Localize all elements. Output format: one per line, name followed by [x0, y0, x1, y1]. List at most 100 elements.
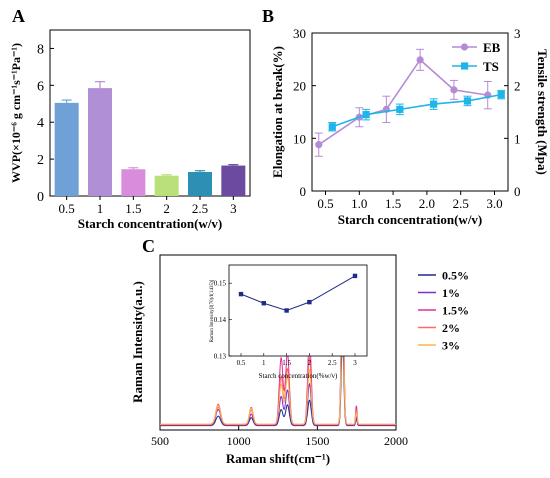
inset-plot	[238, 273, 358, 313]
data-point	[315, 141, 323, 149]
inset-x-tick-label: 2.5	[328, 359, 337, 367]
y-tick-label: 8	[37, 42, 44, 57]
y-tick-label: 20	[293, 79, 306, 94]
legend-label: 3%	[442, 339, 460, 353]
x-tick-label: 1.5	[125, 201, 141, 216]
chart-c-y-label: Raman Intensity(a.u.)	[130, 281, 145, 403]
chart-c-ticks: 500 1000 1500 2000	[151, 426, 408, 448]
chart-a-frame	[49, 29, 251, 197]
inset-x-tick-label: 1.5	[282, 359, 291, 367]
y-tick-label: 6	[37, 79, 44, 94]
inset-x-tick-label: 3	[353, 359, 357, 367]
inset-ticks: 0.5 1 1.5 2 2.5 3 0.13 0.14 0.15	[214, 280, 358, 367]
panel-letter-c: C	[142, 236, 155, 256]
chart-c-series	[160, 265, 396, 427]
x-tick-label: 2.5	[453, 196, 469, 211]
chart-b-ticks: 0.5 1.0 1.5 2.0 2.5 3.0 0 10 20 30 0 1 2 3	[293, 26, 521, 211]
y-tick-label: 30	[293, 26, 306, 41]
x-tick-label: 3.0	[486, 196, 502, 211]
inset-x-tick-label: 1	[262, 359, 266, 367]
inset-x-tick-label: 2	[308, 359, 312, 367]
inset-point	[352, 273, 358, 279]
legend-marker	[461, 62, 469, 70]
data-point	[362, 111, 370, 119]
x-tick-label: 1	[97, 201, 104, 216]
chart-c-inset: 0.5 1 1.5 2 2.5 3 0.13 0.14 0.15 Starch concentr…	[210, 264, 368, 380]
x-tick-label: 2	[163, 201, 170, 216]
inset-point	[261, 301, 266, 306]
chart-c-legend: 0.5% 1% 1.5% 2% 3%	[418, 269, 469, 353]
inset-y-tick-label: 0.14	[214, 316, 227, 324]
data-point	[396, 105, 404, 113]
x-tick-label: 1000	[227, 434, 251, 448]
chart-b-frame	[311, 32, 509, 192]
x-tick-label: 2.0	[419, 196, 435, 211]
chart-b-legend: EB TS	[452, 40, 501, 74]
data-point	[430, 100, 438, 108]
y-tick-label: 0	[37, 190, 44, 205]
chart-a-y-ticks: 0 2 4 6 8	[37, 42, 54, 205]
inset-x-label: Starch concentration(%w/v)	[259, 372, 338, 380]
y-tick-label: 4	[37, 116, 44, 131]
data-point	[497, 91, 505, 99]
x-tick-label: 1.5	[385, 196, 401, 211]
legend-label: 2%	[442, 321, 460, 335]
x-tick-label: 0.5	[59, 201, 75, 216]
x-tick-label: 1500	[305, 434, 329, 448]
bar	[88, 88, 112, 196]
chart-a-y-label: WVP(×10⁻⁶ g cm⁻¹s⁻¹Pa⁻¹)	[9, 43, 23, 183]
chart-a-x-ticks: 0.5 1 1.5 2 2.5 3	[59, 196, 237, 216]
legend-label: EB	[483, 40, 501, 55]
inset-x-tick-label: 0.5	[237, 359, 246, 367]
chart-a-bars	[54, 81, 246, 196]
legend-label: 0.5%	[442, 269, 469, 283]
bar	[121, 169, 146, 196]
panel-letter-a: A	[12, 6, 25, 26]
chart-b-y-label-right: Tensile strength (Mpa)	[535, 49, 550, 175]
x-tick-label: 0.5	[317, 196, 333, 211]
y-tick-label: 2	[37, 153, 44, 168]
inset-y-tick-label: 0.13	[214, 353, 227, 361]
series-line	[332, 93, 502, 128]
y-right-tick-label: 1	[514, 131, 521, 146]
chart-b-series	[314, 48, 506, 157]
inset-point	[238, 291, 244, 297]
x-tick-label: 2000	[384, 434, 408, 448]
x-tick-label: 1.0	[351, 196, 367, 211]
x-tick-label: 500	[151, 434, 169, 448]
chart-b-x-label: Starch concentration(w/v)	[338, 212, 483, 227]
inset-y-tick-label: 0.15	[214, 280, 227, 288]
inset-point	[307, 299, 312, 305]
bar	[154, 175, 179, 196]
data-point	[450, 86, 458, 94]
x-tick-label: 2.5	[192, 201, 208, 216]
chart-a-x-label: Starch concentration(w/v)	[78, 216, 223, 231]
series-line	[318, 58, 488, 146]
data-point	[328, 123, 336, 131]
data-point	[416, 56, 424, 64]
chart-b: 0.5 1.0 1.5 2.0 2.5 3.0 0 10 20 30 0 1 2 3 Starch con…	[270, 26, 550, 227]
chart-c-x-label: Raman shift(cm⁻¹)	[226, 451, 330, 466]
legend-label: TS	[483, 59, 499, 74]
y-right-tick-label: 0	[514, 184, 521, 199]
chart-c: 500 1000 1500 2000 Raman shift(cm⁻¹) Raman …	[130, 254, 469, 466]
data-point	[463, 97, 472, 105]
legend-label: 1.5%	[442, 304, 469, 318]
panel-letter-b: B	[262, 6, 274, 26]
inset-y-label: Raman Intensity[I(70)/I(1435)]	[210, 279, 215, 342]
legend-marker	[460, 43, 469, 51]
x-tick-label: 3	[230, 201, 237, 216]
y-right-tick-label: 2	[514, 79, 521, 94]
chart-b-y-label: Elongation at break(%)	[270, 46, 285, 178]
y-tick-label: 10	[293, 131, 306, 146]
bar	[221, 165, 246, 196]
bar	[54, 102, 79, 196]
inset-frame	[228, 264, 368, 357]
chart-a: 0 2 4 6 8 0.5 1 1.5 2 2.5 3 Starch concentration(…	[9, 29, 251, 231]
bar	[188, 172, 212, 196]
spectrum-line	[160, 296, 396, 425]
inset-point	[284, 308, 289, 313]
chart-c-frame	[159, 254, 397, 431]
y-right-tick-label: 3	[514, 26, 521, 41]
